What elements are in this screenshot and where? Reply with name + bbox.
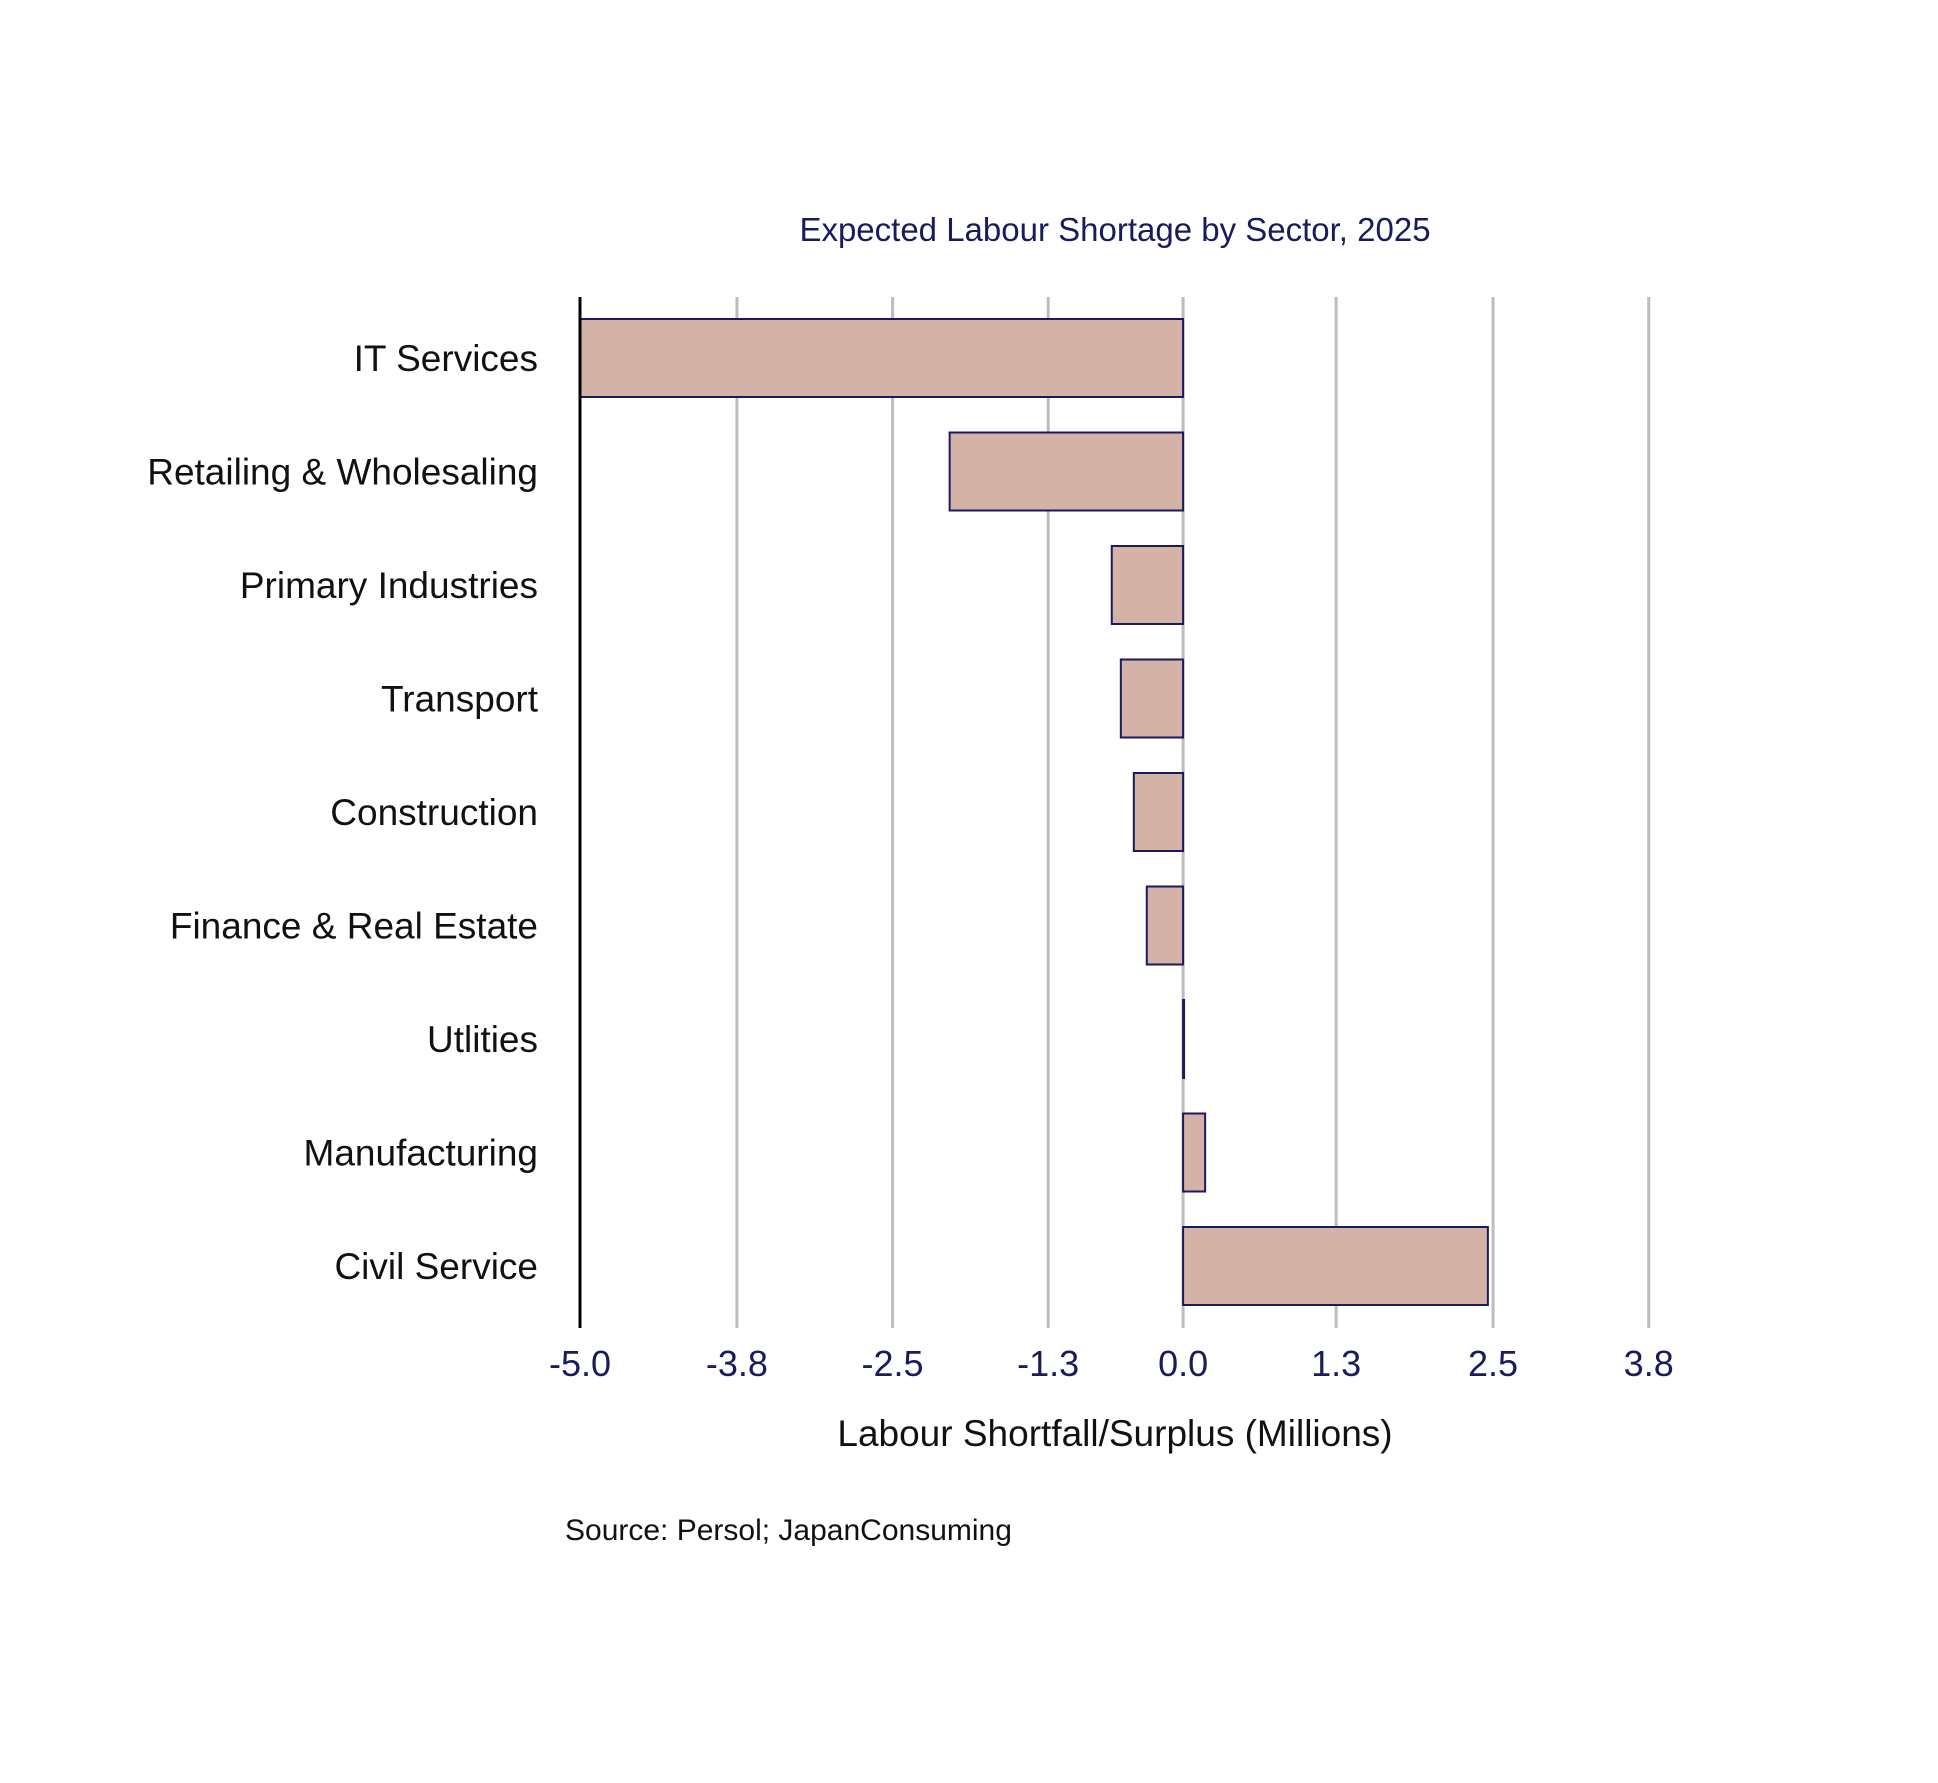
category-label: Civil Service <box>334 1246 538 1287</box>
x-axis-title: Labour Shortfall/Surplus (Millions) <box>837 1413 1392 1454</box>
bar <box>1182 1112 1207 1193</box>
x-tick-label: 2.5 <box>1468 1343 1518 1384</box>
bar <box>948 431 1185 512</box>
category-label: Primary Industries <box>240 565 538 606</box>
x-tick-label: 0.0 <box>1158 1343 1208 1384</box>
x-tick-label: 3.8 <box>1624 1343 1674 1384</box>
bar <box>1132 772 1185 852</box>
tick-label-layer: -5.0 -3.8 -2.5 -1.3 0.0 1.3 2.5 3.8 <box>549 1343 1674 1384</box>
bar <box>1119 658 1185 739</box>
bar <box>1182 999 1186 1079</box>
category-label: Manufacturing <box>304 1133 538 1174</box>
category-label: Construction <box>330 792 538 833</box>
category-label: Utlities <box>427 1019 538 1060</box>
x-tick-label: -5.0 <box>549 1343 611 1384</box>
bar <box>579 318 1185 398</box>
category-label: IT Services <box>354 338 538 379</box>
category-label-layer: IT Services Retailing & Wholesaling Primar… <box>147 338 538 1287</box>
x-tick-label: -3.8 <box>706 1343 768 1384</box>
category-label: Finance & Real Estate <box>170 906 538 947</box>
bar-layer <box>579 318 1489 1306</box>
category-label: Retailing & Wholesaling <box>147 452 538 493</box>
bar <box>1145 885 1185 966</box>
x-tick-label: 1.3 <box>1311 1343 1361 1384</box>
category-label: Transport <box>381 679 539 720</box>
chart-title: Expected Labour Shortage by Sector, 2025 <box>799 211 1430 248</box>
x-tick-label: -2.5 <box>862 1343 924 1384</box>
x-tick-label: -1.3 <box>1017 1343 1079 1384</box>
bar <box>1182 1226 1489 1306</box>
bar <box>1110 545 1185 625</box>
source-note: Source: Persol; JapanConsuming <box>565 1514 1012 1547</box>
